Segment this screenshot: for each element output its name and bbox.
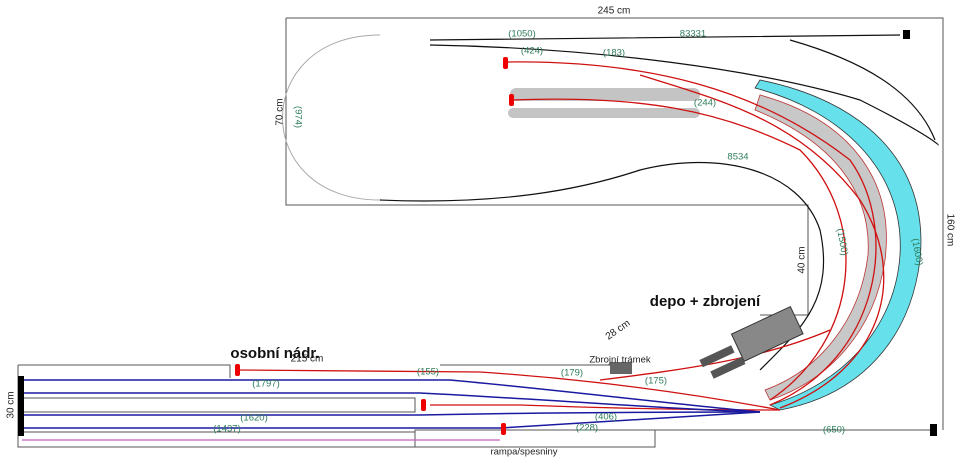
blue-tracks — [22, 379, 761, 429]
track-label: (228) — [576, 423, 598, 434]
track-label: (1600) — [909, 238, 925, 267]
track-label: (1500) — [834, 228, 850, 257]
end-stops — [18, 30, 937, 436]
track-label: (974) — [292, 106, 303, 128]
track-label: (1620) — [240, 413, 267, 424]
dimension-label: 160 cm — [944, 214, 955, 247]
place-label: osobní nádr. — [230, 345, 319, 362]
service-building — [610, 362, 632, 374]
track-label: (155) — [417, 367, 439, 378]
grey-loop — [282, 34, 381, 201]
dimension-label: 70 cm — [275, 98, 286, 125]
dimension-label: 28 cm — [604, 318, 633, 343]
track-label: (650) — [823, 425, 845, 436]
track-label: (1797) — [252, 379, 279, 390]
track-label: (1437) — [213, 424, 240, 435]
track-label: (179) — [561, 368, 583, 379]
track-label: (406) — [595, 412, 617, 423]
place-label: depo + zbrojení — [650, 293, 761, 310]
track-label: (183) — [603, 48, 625, 59]
dimension-label: 215 cm — [291, 354, 324, 365]
dimension-label: 245 cm — [598, 6, 631, 17]
dimension-label: 40 cm — [797, 246, 808, 273]
place-label: rampa/spesniny — [490, 447, 557, 458]
track-label: 83331 — [680, 29, 706, 40]
depot-building — [699, 305, 804, 379]
track-label: (244) — [694, 98, 716, 109]
red-tracks — [236, 61, 885, 411]
place-label: Zbrojní trámek — [589, 355, 650, 366]
track-label: 8534 — [727, 152, 748, 163]
track-label: (175) — [645, 376, 667, 387]
cyan-band — [754, 79, 922, 411]
track-label: (1050) — [508, 29, 535, 40]
track-label: (424) — [521, 46, 543, 57]
lower-board — [17, 364, 930, 448]
dimension-label: 30 cm — [6, 391, 17, 418]
siding — [508, 108, 700, 118]
siding — [510, 88, 700, 101]
black-tracks — [379, 34, 939, 371]
buffers — [235, 57, 514, 435]
